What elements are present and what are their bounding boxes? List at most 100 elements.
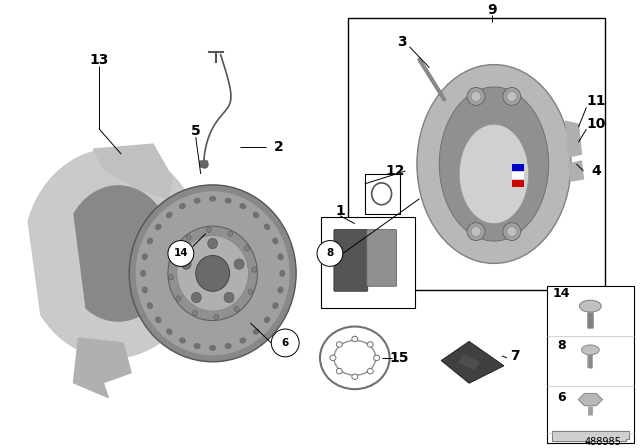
Ellipse shape [272, 302, 278, 309]
Text: 8: 8 [557, 340, 566, 353]
Polygon shape [74, 338, 131, 397]
Ellipse shape [248, 289, 253, 295]
Polygon shape [512, 180, 524, 187]
Ellipse shape [155, 224, 161, 230]
Text: 11: 11 [587, 95, 606, 108]
Polygon shape [566, 121, 581, 157]
Ellipse shape [191, 292, 201, 303]
Ellipse shape [507, 227, 517, 237]
Ellipse shape [337, 342, 342, 347]
Circle shape [317, 241, 343, 267]
Ellipse shape [166, 212, 173, 218]
Ellipse shape [176, 296, 181, 301]
Polygon shape [200, 161, 207, 167]
Ellipse shape [279, 270, 285, 277]
Ellipse shape [196, 255, 230, 291]
Ellipse shape [239, 203, 246, 209]
Ellipse shape [129, 185, 296, 362]
Text: 15: 15 [390, 351, 409, 365]
Text: 6: 6 [557, 391, 566, 404]
Ellipse shape [225, 198, 232, 204]
Ellipse shape [367, 342, 373, 347]
Ellipse shape [179, 203, 186, 209]
Ellipse shape [228, 231, 233, 237]
Ellipse shape [471, 91, 481, 101]
Ellipse shape [166, 328, 173, 335]
Ellipse shape [272, 237, 278, 245]
Ellipse shape [207, 238, 218, 249]
Text: 3: 3 [397, 35, 406, 49]
Ellipse shape [142, 253, 148, 260]
Ellipse shape [225, 343, 232, 349]
Ellipse shape [209, 345, 216, 351]
Circle shape [271, 329, 299, 357]
Ellipse shape [278, 253, 284, 260]
Ellipse shape [194, 198, 200, 204]
FancyBboxPatch shape [367, 230, 397, 286]
Ellipse shape [367, 368, 373, 374]
Text: 14: 14 [173, 249, 188, 258]
Ellipse shape [155, 317, 161, 323]
Ellipse shape [193, 310, 198, 316]
Ellipse shape [234, 306, 239, 312]
Polygon shape [512, 172, 524, 179]
Ellipse shape [214, 314, 219, 320]
Ellipse shape [239, 337, 246, 344]
Ellipse shape [140, 270, 146, 277]
Ellipse shape [244, 246, 250, 251]
Ellipse shape [439, 87, 548, 241]
Polygon shape [579, 393, 602, 405]
Ellipse shape [194, 343, 200, 349]
Text: 9: 9 [487, 3, 497, 17]
Ellipse shape [224, 292, 234, 303]
Ellipse shape [579, 300, 602, 312]
Ellipse shape [136, 191, 290, 355]
Ellipse shape [181, 259, 191, 269]
Text: 5: 5 [191, 124, 200, 138]
Ellipse shape [581, 345, 599, 355]
Circle shape [168, 241, 194, 267]
Text: 1: 1 [335, 204, 345, 218]
Ellipse shape [209, 196, 216, 202]
Ellipse shape [503, 223, 521, 241]
Ellipse shape [507, 91, 517, 101]
FancyBboxPatch shape [334, 230, 368, 291]
Ellipse shape [147, 237, 153, 245]
Ellipse shape [352, 374, 358, 379]
Ellipse shape [374, 355, 380, 361]
Text: 6: 6 [282, 338, 289, 348]
Bar [547, 286, 634, 444]
Ellipse shape [352, 336, 358, 342]
Ellipse shape [168, 226, 257, 321]
Ellipse shape [142, 286, 148, 293]
Polygon shape [74, 186, 173, 321]
Ellipse shape [234, 259, 244, 269]
Polygon shape [441, 341, 504, 383]
Polygon shape [552, 431, 629, 441]
Ellipse shape [471, 227, 481, 237]
Text: 4: 4 [591, 164, 601, 178]
Ellipse shape [337, 368, 342, 374]
Ellipse shape [186, 235, 191, 240]
Text: 13: 13 [90, 52, 109, 67]
Ellipse shape [253, 212, 259, 218]
Text: 10: 10 [587, 117, 606, 131]
Text: 14: 14 [553, 287, 570, 300]
Ellipse shape [467, 87, 485, 105]
Polygon shape [28, 149, 203, 358]
Polygon shape [93, 144, 173, 199]
Ellipse shape [264, 317, 270, 323]
Ellipse shape [459, 124, 529, 224]
Bar [321, 217, 415, 308]
Ellipse shape [252, 267, 257, 272]
Ellipse shape [503, 87, 521, 105]
Bar [348, 18, 605, 290]
Ellipse shape [179, 337, 186, 344]
Ellipse shape [168, 275, 173, 280]
Ellipse shape [147, 302, 153, 309]
Text: 7: 7 [510, 349, 520, 363]
Ellipse shape [330, 355, 336, 361]
Ellipse shape [278, 286, 284, 293]
Ellipse shape [264, 224, 270, 230]
Ellipse shape [467, 223, 485, 241]
